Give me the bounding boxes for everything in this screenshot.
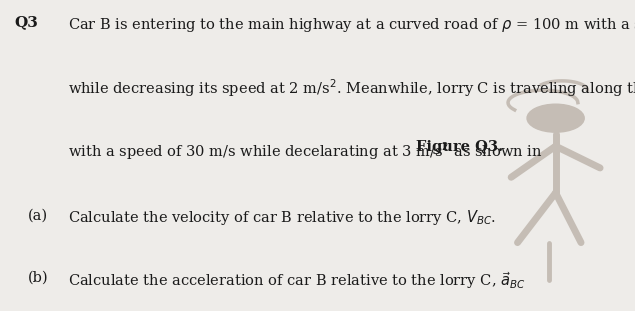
- Text: while decreasing its speed at 2 m/s$^2$. Meanwhile, lorry C is traveling along t: while decreasing its speed at 2 m/s$^2$.…: [68, 78, 635, 100]
- Text: Figure Q3.: Figure Q3.: [416, 140, 503, 154]
- Text: with a speed of 30 m/s while decelarating at 3 m/s$^2$ as shown in: with a speed of 30 m/s while decelaratin…: [68, 140, 543, 162]
- Text: Calculate the acceleration of car B relative to the lorry C, $\vec{a}_{BC}$: Calculate the acceleration of car B rela…: [68, 271, 526, 291]
- Text: Car B is entering to the main highway at a curved road of $\rho$ = 100 m with a : Car B is entering to the main highway at…: [68, 16, 635, 34]
- Circle shape: [527, 104, 584, 132]
- Text: Q3: Q3: [14, 16, 38, 30]
- Text: (a): (a): [28, 208, 48, 222]
- Text: Calculate the velocity of car B relative to the lorry C, $V_{BC}$.: Calculate the velocity of car B relative…: [68, 208, 496, 227]
- Text: (b): (b): [28, 271, 48, 285]
